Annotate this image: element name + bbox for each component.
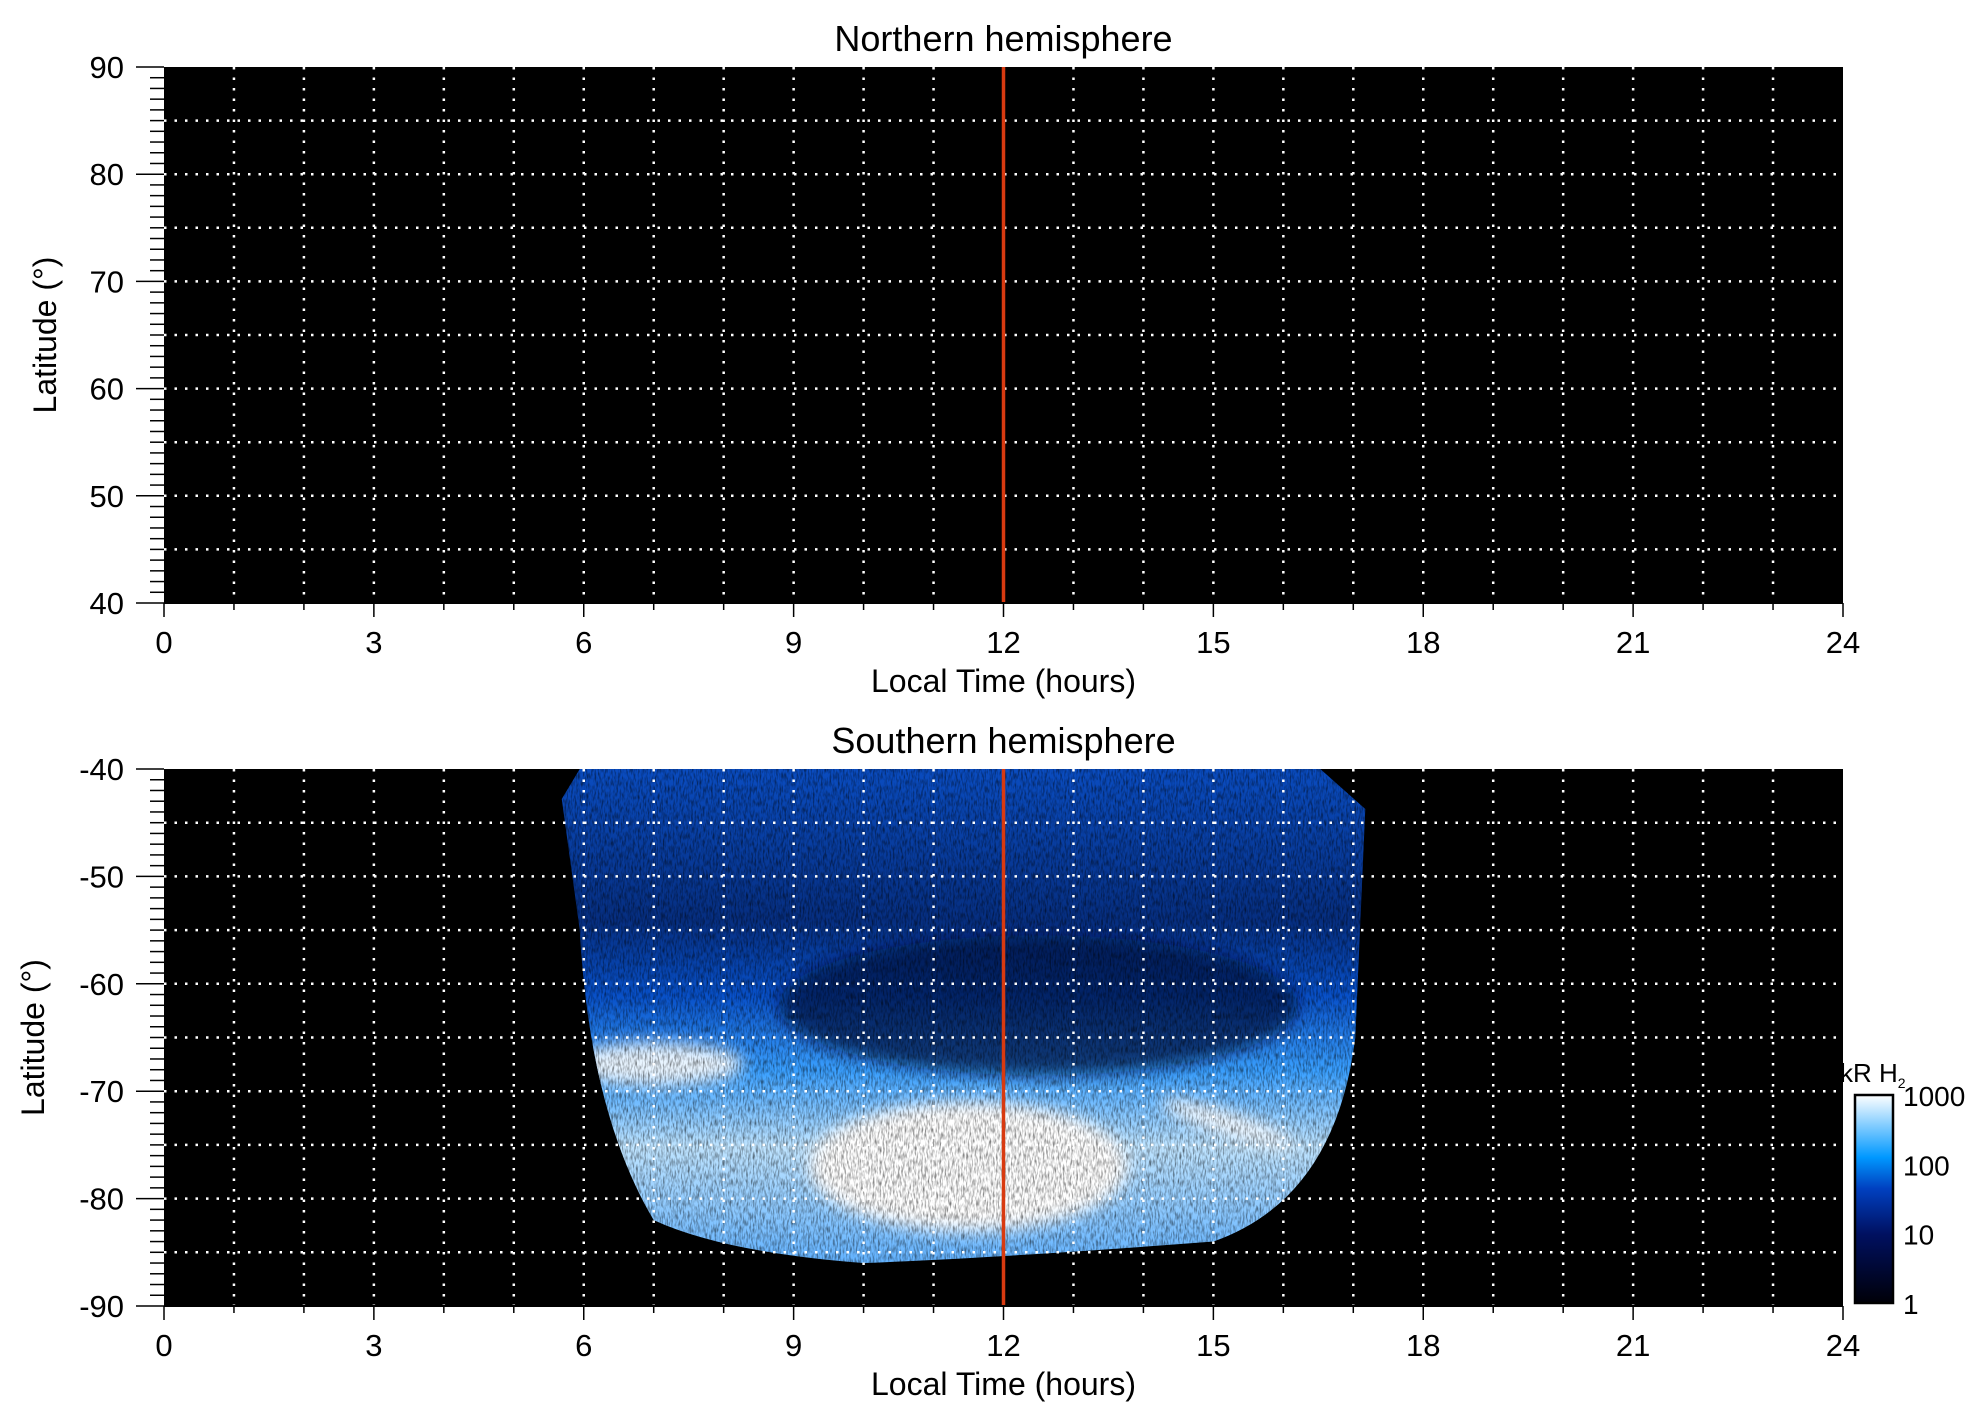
x-tick-label: 9 — [785, 625, 802, 660]
colorbar-tick-label: 10 — [1903, 1220, 1934, 1251]
y-tick-label: -70 — [79, 1074, 124, 1109]
y-tick-label: 80 — [90, 157, 124, 192]
y-tick-label: -50 — [79, 859, 124, 894]
y-tick-label: 50 — [90, 479, 124, 514]
auroral-emission — [561, 769, 1366, 1264]
panel-southern: 0 3 6 9 12 15 18 21 24 -90 -80 -70 -60 -50 -40 Southern… — [15, 720, 1965, 1402]
x-tick-label: 24 — [1826, 1328, 1860, 1363]
x-tick-label: 0 — [155, 625, 172, 660]
x-tick-label: 6 — [575, 1328, 592, 1363]
y-tick-label: -40 — [79, 752, 124, 787]
x-axis-label: Local Time (hours) — [871, 663, 1136, 699]
x-tick-label: 12 — [986, 1328, 1020, 1363]
x-tick-label: 9 — [785, 1328, 802, 1363]
panel-title: Northern hemisphere — [834, 18, 1172, 59]
x-axis-label: Local Time (hours) — [871, 1366, 1136, 1402]
colorbar-label: kR H2 — [1840, 1058, 1906, 1091]
x-tick-label: 15 — [1196, 625, 1230, 660]
x-tick-label: 0 — [155, 1328, 172, 1363]
x-tick-label: 24 — [1826, 625, 1860, 660]
y-axis-label: Latitude (°) — [15, 959, 51, 1116]
x-tick-label: 18 — [1406, 625, 1440, 660]
colorbar-gradient — [1853, 1093, 1895, 1305]
y-tick-label: 90 — [90, 50, 124, 85]
panel-northern: 0 3 6 9 12 15 18 21 24 40 50 60 70 80 90 Northern hemis… — [27, 18, 1860, 699]
x-tick-label: 21 — [1616, 625, 1650, 660]
y-tick-label: -90 — [79, 1289, 124, 1324]
x-tick-label: 21 — [1616, 1328, 1650, 1363]
y-tick-label: 40 — [90, 586, 124, 621]
y-tick-label: -60 — [79, 967, 124, 1002]
colorbar-tick-label: 1 — [1903, 1289, 1919, 1320]
y-tick-label: -80 — [79, 1182, 124, 1217]
colorbar-tick-label: 100 — [1903, 1150, 1950, 1181]
panel-title: Southern hemisphere — [831, 720, 1175, 761]
x-tick-label: 6 — [575, 625, 592, 660]
y-tick-label: 70 — [90, 264, 124, 299]
x-tick-label: 3 — [365, 1328, 382, 1363]
y-axis-label: Latitude (°) — [27, 257, 63, 414]
colorbar-tick-label: 1000 — [1903, 1081, 1965, 1112]
x-tick-label: 3 — [365, 625, 382, 660]
x-tick-label: 18 — [1406, 1328, 1440, 1363]
x-tick-label: 15 — [1196, 1328, 1230, 1363]
x-tick-label: 12 — [986, 625, 1020, 660]
y-tick-label: 60 — [90, 372, 124, 407]
